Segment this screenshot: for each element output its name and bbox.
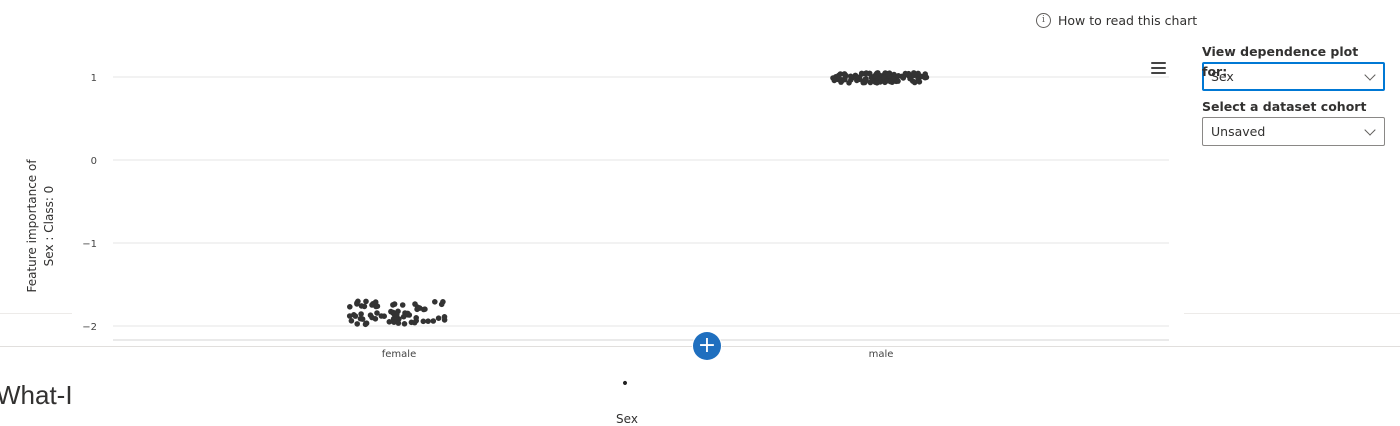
cohort-dropdown[interactable]: Unsaved (1202, 117, 1385, 146)
data-point (363, 298, 369, 305)
data-point (867, 79, 874, 86)
section-heading: What-I (0, 380, 73, 410)
data-point (887, 78, 893, 85)
y-axis-label-line1: Feature importance of (25, 159, 39, 293)
dependence-feature-dropdown[interactable]: Sex (1202, 62, 1385, 91)
data-point (420, 318, 427, 325)
dependence-plot-label: View dependence plot for: (1202, 44, 1359, 79)
data-point (871, 73, 878, 79)
data-point (862, 76, 868, 83)
data-point (404, 310, 411, 317)
add-section-button[interactable]: + (693, 332, 721, 360)
data-point (399, 302, 406, 308)
data-point (853, 74, 860, 81)
data-point (922, 71, 928, 77)
data-point (386, 319, 393, 325)
data-point (863, 70, 870, 76)
data-point (425, 318, 431, 325)
data-point (438, 301, 445, 308)
data-point (891, 71, 897, 78)
how-to-read-label: How to read this chart (1058, 12, 1198, 28)
y-axis-label-line2: Sex : Class: 0 (42, 186, 56, 267)
data-point (841, 76, 848, 83)
data-point (911, 72, 918, 79)
data-point (358, 311, 364, 317)
data-point (347, 304, 353, 310)
legend-label: Sex (616, 412, 638, 426)
data-point (441, 314, 448, 320)
cohort-value: Unsaved (1211, 124, 1266, 139)
data-point (831, 77, 838, 84)
data-point (846, 80, 852, 86)
data-point (352, 313, 359, 319)
data-point (884, 70, 891, 77)
gridlines (113, 76, 1169, 341)
data-point (895, 73, 902, 79)
cohort-label: Select a dataset cohort (1202, 99, 1367, 114)
y-tick-label: −1 (82, 239, 97, 250)
data-point (915, 76, 922, 83)
x-axis-ticks: female male (382, 349, 894, 360)
data-point (401, 321, 408, 327)
y-tick-label: 0 (91, 156, 97, 167)
panel-edge-left (0, 313, 72, 314)
y-axis-ticks: 1 0 −1 −2 (82, 73, 97, 333)
y-tick-label: 1 (91, 73, 97, 84)
data-point (902, 70, 909, 77)
data-point (391, 319, 397, 326)
info-icon: i (1036, 12, 1051, 28)
data-point (895, 78, 901, 84)
data-point (880, 74, 887, 81)
data-points (346, 70, 930, 328)
y-tick-label: −2 (82, 322, 97, 333)
data-point (369, 302, 375, 308)
data-point (430, 318, 437, 324)
how-to-read-link[interactable]: i How to read this chart (1036, 10, 1197, 30)
data-point (346, 313, 353, 319)
legend-marker: • (621, 376, 629, 392)
hamburger-menu-icon[interactable] (1151, 62, 1166, 74)
data-point (874, 80, 880, 86)
data-point (391, 301, 398, 307)
data-point (358, 303, 365, 309)
data-point (847, 73, 854, 80)
data-point (378, 313, 385, 319)
data-point (858, 70, 865, 77)
data-point (408, 319, 415, 326)
data-point (413, 315, 420, 321)
data-point (355, 298, 361, 305)
data-point (374, 310, 380, 316)
data-point (354, 321, 361, 327)
data-point (362, 321, 369, 328)
data-point (432, 299, 438, 305)
data-point (394, 311, 400, 318)
data-point (359, 316, 366, 322)
chart-controls: View dependence plot for: Sex Select a d… (1202, 42, 1385, 152)
data-point (369, 314, 375, 321)
data-point (412, 301, 418, 307)
data-point (416, 305, 423, 311)
chevron-down-icon (1364, 123, 1376, 136)
data-point (348, 318, 355, 324)
x-tick-label: female (382, 349, 416, 360)
dependence-feature-value: Sex (1211, 69, 1234, 84)
data-point (395, 320, 402, 326)
data-point (435, 315, 442, 322)
panel-edge-right (1184, 313, 1400, 314)
chevron-down-icon (1364, 68, 1376, 81)
x-tick-label: male (869, 349, 894, 360)
data-point (900, 75, 907, 81)
